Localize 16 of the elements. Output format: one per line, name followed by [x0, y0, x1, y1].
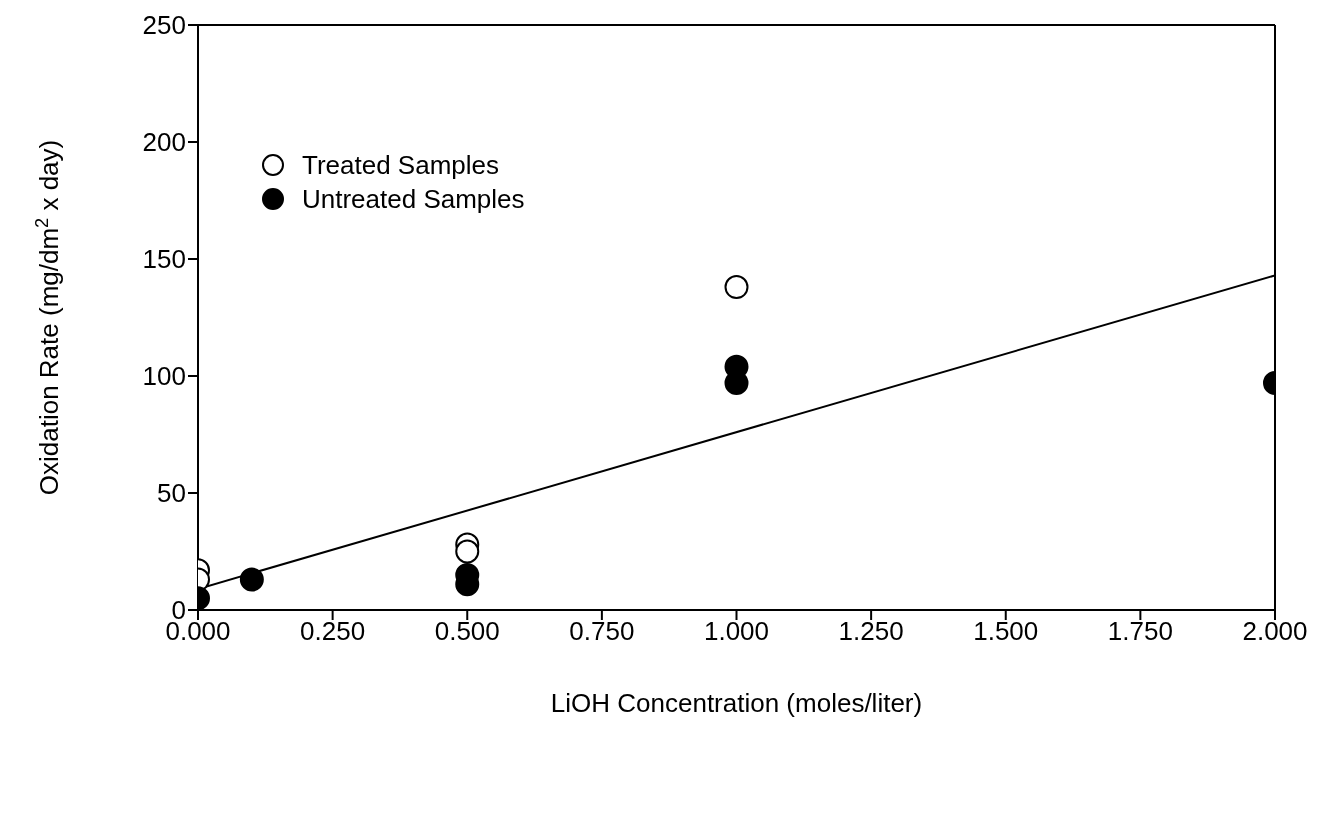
- y-tick-label: 100: [142, 361, 186, 392]
- x-tick-label: 0.500: [434, 616, 500, 647]
- x-tick-label: 2.000: [1242, 616, 1308, 647]
- y-tick-label: 150: [142, 244, 186, 275]
- x-tick-label: 0.750: [569, 616, 635, 647]
- x-tick-label: 1.750: [1107, 616, 1173, 647]
- legend-label: Untreated Samples: [302, 183, 525, 216]
- y-tick-label: 200: [142, 127, 186, 158]
- y-tick-label: 50: [157, 478, 186, 509]
- x-tick-label: 1.500: [973, 616, 1039, 647]
- y-tick-label: 250: [142, 10, 186, 41]
- legend-label: Treated Samples: [302, 149, 500, 182]
- x-tick-label: 1.000: [703, 616, 770, 647]
- x-tick-label: 1.250: [838, 616, 904, 647]
- x-tick-label: 0.250: [300, 616, 366, 647]
- x-axis-title: LiOH Concentration (moles/liter): [550, 688, 923, 718]
